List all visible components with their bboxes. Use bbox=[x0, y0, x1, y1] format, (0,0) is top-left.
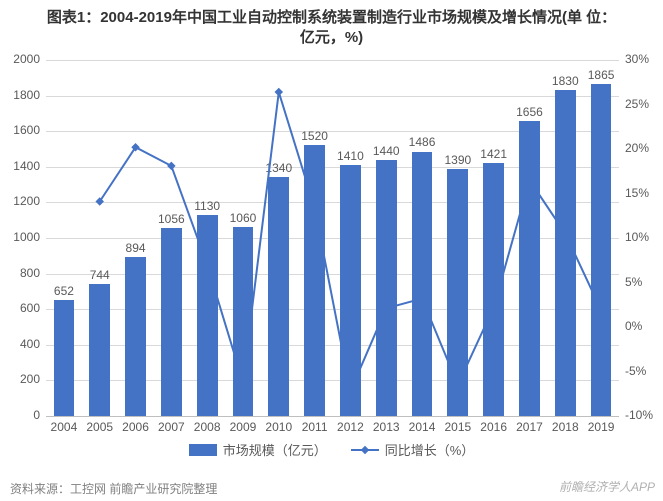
legend-item-line: 同比增长（%） bbox=[351, 440, 475, 459]
y-right-tick-label: 0% bbox=[625, 319, 642, 333]
line-marker bbox=[275, 88, 283, 96]
y-right-tick-label: 25% bbox=[625, 97, 649, 111]
x-tick-label: 2015 bbox=[444, 420, 471, 434]
line-marker bbox=[203, 260, 211, 268]
legend-label-bars: 市场规模（亿元） bbox=[223, 440, 327, 459]
line-marker bbox=[310, 203, 318, 211]
x-tick-label: 2005 bbox=[86, 420, 113, 434]
line-marker bbox=[418, 294, 426, 302]
y-left-tick-label: 1000 bbox=[6, 230, 40, 244]
y-left-tick-label: 1400 bbox=[6, 159, 40, 173]
line-series bbox=[46, 60, 619, 416]
legend-swatch-bar bbox=[189, 444, 217, 456]
x-tick-label: 2017 bbox=[516, 420, 543, 434]
line-marker bbox=[597, 306, 605, 314]
line-marker bbox=[167, 162, 175, 170]
y-right-tick-label: 15% bbox=[625, 186, 649, 200]
x-tick-label: 2016 bbox=[480, 420, 507, 434]
source-text: 资料来源：工控网 前瞻产业研究院整理 bbox=[10, 480, 217, 497]
x-axis-line bbox=[46, 416, 619, 417]
chart-legend: 市场规模（亿元） 同比增长（%） bbox=[0, 440, 663, 459]
x-tick-label: 2010 bbox=[265, 420, 292, 434]
y-left-tick-label: 1200 bbox=[6, 194, 40, 208]
line-marker bbox=[239, 378, 247, 386]
y-right-tick-label: 5% bbox=[625, 275, 642, 289]
y-right-tick-label: 10% bbox=[625, 230, 649, 244]
x-tick-label: 2007 bbox=[158, 420, 185, 434]
line-marker bbox=[346, 387, 354, 395]
x-tick-label: 2008 bbox=[194, 420, 221, 434]
x-tick-label: 2009 bbox=[230, 420, 257, 434]
x-tick-label: 2013 bbox=[373, 420, 400, 434]
y-left-tick-label: 200 bbox=[6, 372, 40, 386]
y-right-tick-label: -5% bbox=[625, 364, 646, 378]
chart-title-line1: 图表1：2004-2019年中国工业自动控制系统装置制造行业市场规模及增长情况(… bbox=[47, 9, 616, 26]
y-left-tick-label: 0 bbox=[6, 408, 40, 422]
y-left-tick-label: 1600 bbox=[6, 123, 40, 137]
legend-swatch-line bbox=[351, 444, 379, 456]
x-tick-label: 2011 bbox=[302, 420, 328, 434]
y-left-tick-label: 400 bbox=[6, 337, 40, 351]
x-tick-label: 2006 bbox=[122, 420, 149, 434]
chart-title-line2: 亿元，%) bbox=[300, 29, 363, 46]
chart-title: 图表1：2004-2019年中国工业自动控制系统装置制造行业市场规模及增长情况(… bbox=[0, 8, 663, 49]
x-tick-label: 2004 bbox=[51, 420, 78, 434]
line-marker bbox=[489, 303, 497, 311]
line-marker bbox=[382, 304, 390, 312]
x-tick-label: 2019 bbox=[588, 420, 615, 434]
y-right-tick-label: -10% bbox=[625, 408, 653, 422]
legend-label-line: 同比增长（%） bbox=[385, 440, 475, 459]
y-right-tick-label: 20% bbox=[625, 141, 649, 155]
chart-plot-area: 0200400600800100012001400160018002000-10… bbox=[46, 60, 619, 416]
x-tick-label: 2014 bbox=[409, 420, 436, 434]
y-left-tick-label: 1800 bbox=[6, 88, 40, 102]
watermark-text: 前瞻经济学人APP bbox=[559, 478, 655, 495]
y-left-tick-label: 600 bbox=[6, 301, 40, 315]
x-tick-label: 2018 bbox=[552, 420, 579, 434]
y-left-tick-label: 800 bbox=[6, 266, 40, 280]
x-tick-label: 2012 bbox=[337, 420, 364, 434]
y-right-tick-label: 30% bbox=[625, 52, 649, 66]
y-left-tick-label: 2000 bbox=[6, 52, 40, 66]
line-marker bbox=[454, 381, 462, 389]
legend-item-bars: 市场规模（亿元） bbox=[189, 440, 327, 459]
